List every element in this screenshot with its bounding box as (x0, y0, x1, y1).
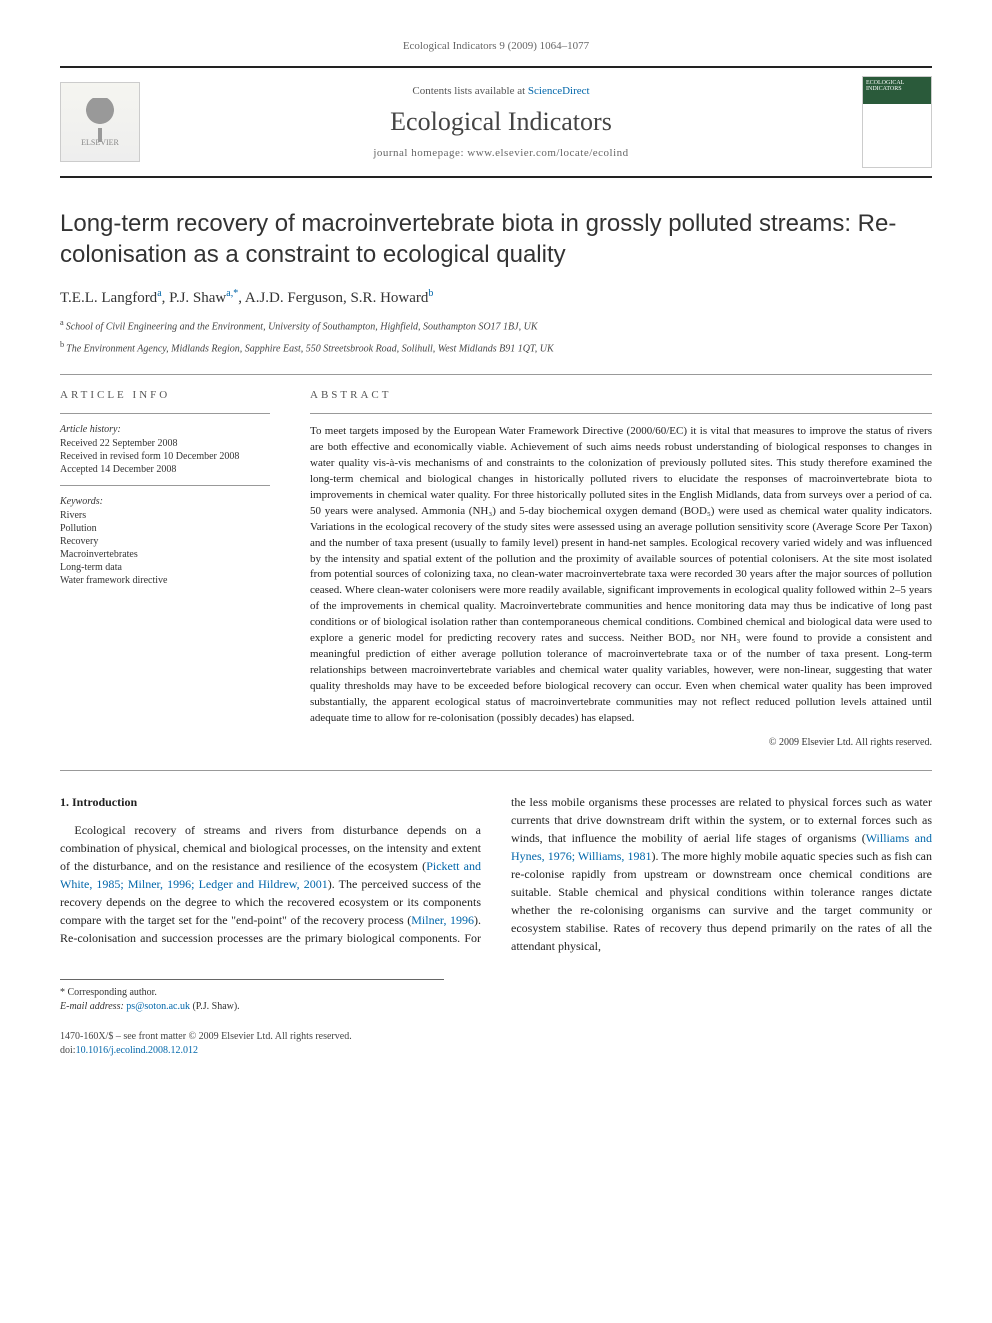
citation-link[interactable]: Milner, 1996 (411, 913, 474, 927)
keywords-head: Keywords: (60, 496, 270, 507)
journal-cover-thumb: ECOLOGICAL INDICATORS (862, 76, 932, 168)
front-matter: 1470-160X/$ – see front matter © 2009 El… (60, 1030, 932, 1044)
abstract-body: To meet targets imposed by the European … (310, 424, 932, 727)
running-head: Ecological Indicators 9 (2009) 1064–1077 (60, 40, 932, 52)
keyword: Long-term data (60, 562, 270, 573)
author: S.R. Howardb (350, 290, 433, 306)
body-text: 1. Introduction Ecological recovery of s… (60, 793, 932, 955)
history-line: Accepted 14 December 2008 (60, 464, 270, 475)
footer: 1470-160X/$ – see front matter © 2009 El… (60, 1030, 932, 1058)
history-head: Article history: (60, 424, 270, 435)
affiliation: bThe Environment Agency, Midlands Region… (60, 339, 932, 356)
article-info: ARTICLE INFO Article history: Received 2… (60, 389, 270, 748)
keyword: Recovery (60, 536, 270, 547)
masthead-center: Contents lists available at ScienceDirec… (154, 85, 848, 159)
abstract: ABSTRACT To meet targets imposed by the … (310, 389, 932, 748)
authors: T.E.L. Langforda, P.J. Shawa,*, A.J.D. F… (60, 288, 932, 307)
divider (60, 374, 932, 375)
journal-homepage: journal homepage: www.elsevier.com/locat… (154, 147, 848, 159)
sciencedirect-link[interactable]: ScienceDirect (528, 85, 590, 97)
author: T.E.L. Langforda (60, 290, 162, 306)
history-line: Received in revised form 10 December 200… (60, 451, 270, 462)
doi-link[interactable]: 10.1016/j.ecolind.2008.12.012 (76, 1045, 199, 1056)
divider (60, 770, 932, 771)
keyword: Pollution (60, 523, 270, 534)
keyword: Water framework directive (60, 575, 270, 586)
author: A.J.D. Ferguson (245, 290, 343, 306)
contents-pre: Contents lists available at (412, 85, 527, 97)
cover-label: ECOLOGICAL INDICATORS (866, 80, 904, 92)
elsevier-logo: ELSEVIER (60, 82, 140, 162)
history-line: Received 22 September 2008 (60, 438, 270, 449)
section-heading: 1. Introduction (60, 793, 481, 811)
doi-label: doi: (60, 1045, 76, 1056)
footnotes: * Corresponding author. E-mail address: … (60, 979, 444, 1014)
email-owner: (P.J. Shaw). (192, 1001, 239, 1012)
keyword: Rivers (60, 510, 270, 521)
info-heading: ARTICLE INFO (60, 389, 270, 401)
body-span: ). The more highly mobile aquatic specie… (511, 849, 932, 953)
email-label: E-mail address: (60, 1001, 124, 1012)
article-title: Long-term recovery of macroinvertebrate … (60, 208, 932, 270)
abstract-heading: ABSTRACT (310, 389, 932, 401)
journal-title: Ecological Indicators (154, 107, 848, 137)
corresponding-note: * Corresponding author. (60, 986, 444, 1000)
author: P.J. Shawa,* (169, 290, 238, 306)
body-span: Ecological recovery of streams and river… (60, 823, 481, 873)
email-link[interactable]: ps@soton.ac.uk (126, 1001, 190, 1012)
keyword: Macroinvertebrates (60, 549, 270, 560)
masthead: ELSEVIER Contents lists available at Sci… (60, 66, 932, 178)
body-span: set for the "end-point" of the recovery … (179, 913, 412, 927)
copyright: © 2009 Elsevier Ltd. All rights reserved… (310, 737, 932, 748)
affiliation: aSchool of Civil Engineering and the Env… (60, 317, 932, 334)
